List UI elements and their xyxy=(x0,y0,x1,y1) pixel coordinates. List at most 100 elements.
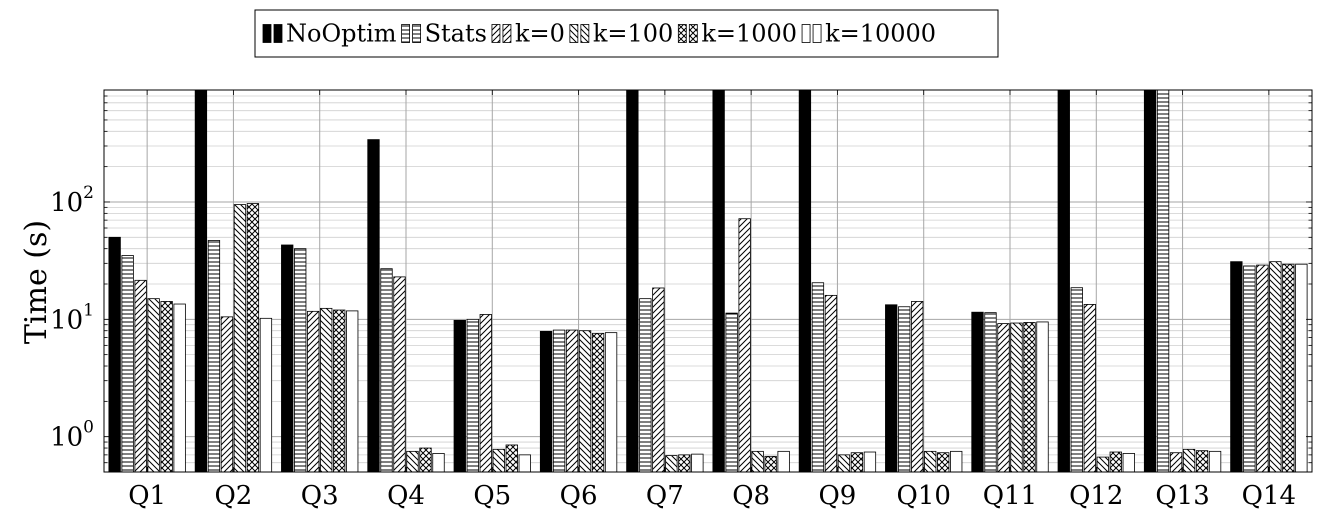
legend: NoOptim Stats k=0 k=100 k=1000 k=10000 xyxy=(254,9,999,58)
bar-NoOptim-Q2 xyxy=(194,89,208,473)
bar-k=1000-Q3 xyxy=(333,309,346,473)
legend-label-k=1000: k=1000 xyxy=(701,20,797,48)
legend-swatch-k=10000 xyxy=(801,24,811,43)
x-tick-label: Q12 xyxy=(1069,481,1123,511)
x-tick-label: Q11 xyxy=(983,481,1037,511)
bar-k=1000-Q6 xyxy=(591,332,605,473)
bar-k=100-Q7 xyxy=(665,455,678,473)
bar-Stats-Q2 xyxy=(207,240,221,473)
plot-frame xyxy=(103,89,1313,473)
bar-k=0-Q7 xyxy=(652,287,665,473)
bar-k=100-Q14 xyxy=(1269,261,1282,473)
bar-Stats-Q13 xyxy=(1156,89,1170,473)
bar-k=1000-Q12 xyxy=(1109,451,1122,473)
x-tick-label: Q13 xyxy=(1155,481,1209,511)
bar-k=10000-Q8 xyxy=(777,450,790,473)
bar-k=1000-Q9 xyxy=(850,452,864,473)
bar-k=0-Q1 xyxy=(134,279,147,473)
bar-NoOptim-Q8 xyxy=(712,89,725,473)
bar-k=0-Q14 xyxy=(1256,264,1269,473)
legend-label-k=100: k=100 xyxy=(593,20,673,48)
legend-swatch-NoOptim xyxy=(273,24,283,43)
legend-swatch-Stats xyxy=(401,24,410,43)
bar-k=0-Q13 xyxy=(1169,452,1183,473)
bar-k=1000-Q2 xyxy=(246,203,260,473)
bar-NoOptim-Q7 xyxy=(626,89,639,473)
bar-k=0-Q12 xyxy=(1083,304,1096,473)
bar-k=0-Q9 xyxy=(824,294,838,473)
x-tick-label: Q6 xyxy=(560,481,598,511)
bar-NoOptim-Q12 xyxy=(1057,89,1070,473)
bar-k=0-Q8 xyxy=(738,218,751,473)
bar-k=100-Q9 xyxy=(837,454,851,473)
x-tick-label: Q10 xyxy=(897,481,951,511)
bar-k=10000-Q14 xyxy=(1295,263,1308,473)
bar-k=100-Q11 xyxy=(1010,322,1023,473)
bar-Stats-Q1 xyxy=(121,255,134,473)
bar-k=10000-Q12 xyxy=(1122,453,1135,473)
legend-label-k=0: k=0 xyxy=(515,20,565,48)
bar-k=100-Q10 xyxy=(924,450,937,473)
bar-k=0-Q6 xyxy=(565,329,579,473)
bar-k=1000-Q11 xyxy=(1023,322,1036,473)
bar-Stats-Q5 xyxy=(466,318,479,473)
bar-k=0-Q11 xyxy=(997,323,1010,473)
bar-k=10000-Q10 xyxy=(950,450,963,473)
bar-Stats-Q6 xyxy=(552,329,566,473)
bar-k=10000-Q7 xyxy=(691,453,704,473)
bar-k=1000-Q5 xyxy=(505,444,518,473)
bar-k=1000-Q1 xyxy=(160,301,173,473)
legend-swatch-k=0 xyxy=(491,24,501,43)
bar-k=10000-Q9 xyxy=(863,451,877,473)
x-tick-label: Q5 xyxy=(473,481,511,511)
bar-k=1000-Q7 xyxy=(678,454,691,473)
bar-NoOptim-Q5 xyxy=(453,319,466,473)
bar-Stats-Q7 xyxy=(639,298,652,473)
bar-Stats-Q4 xyxy=(380,268,393,473)
bar-k=10000-Q4 xyxy=(432,453,445,473)
legend-swatch-k=0 xyxy=(502,24,512,43)
bar-k=0-Q10 xyxy=(911,301,924,473)
bar-k=1000-Q13 xyxy=(1195,450,1209,473)
bar-k=10000-Q5 xyxy=(518,454,531,473)
bar-k=100-Q6 xyxy=(578,330,592,473)
bar-NoOptim-Q4 xyxy=(367,139,380,473)
bar-k=100-Q12 xyxy=(1096,456,1109,473)
bar-k=100-Q5 xyxy=(492,448,505,473)
bar-Stats-Q3 xyxy=(294,248,307,473)
y-tick-label: 102 xyxy=(50,183,94,218)
bar-NoOptim-Q13 xyxy=(1143,89,1157,473)
x-tick-label: Q14 xyxy=(1242,481,1296,511)
y-axis-label: Time (s) xyxy=(19,220,54,344)
bar-Stats-Q10 xyxy=(898,306,911,473)
x-tick-label: Q3 xyxy=(301,481,339,511)
bar-NoOptim-Q1 xyxy=(108,236,121,473)
bar-NoOptim-Q9 xyxy=(798,89,812,473)
bar-k=10000-Q2 xyxy=(259,317,273,473)
axes: 100 101 102 Q1 Q2 Q3 Q4 Q5 Q6 Q7 Q8 Q9 Q10 Q11 Q12 Q13 Q… xyxy=(50,89,1313,511)
bar-Stats-Q14 xyxy=(1243,265,1256,473)
bar-k=100-Q4 xyxy=(406,450,419,473)
legend-label-NoOptim: NoOptim xyxy=(286,20,397,48)
legend-swatch-k=10000 xyxy=(812,24,822,43)
bar-NoOptim-Q6 xyxy=(539,330,553,473)
bar-k=10000-Q3 xyxy=(346,310,359,473)
y-tick-label: 101 xyxy=(50,300,94,335)
bar-Stats-Q9 xyxy=(811,282,825,473)
y-tick-label: 100 xyxy=(50,418,94,453)
bar-k=0-Q5 xyxy=(479,314,492,473)
legend-box xyxy=(254,9,999,58)
x-tick-label: Q9 xyxy=(818,481,856,511)
bar-k=10000-Q6 xyxy=(604,332,618,473)
bar-k=1000-Q4 xyxy=(419,447,432,473)
legend-swatch-k=1000 xyxy=(677,24,687,43)
legend-swatch-NoOptim xyxy=(262,24,272,43)
bar-NoOptim-Q10 xyxy=(885,304,898,473)
bars xyxy=(108,89,1308,473)
bar-Stats-Q8 xyxy=(725,312,738,473)
bar-k=100-Q2 xyxy=(233,204,247,473)
legend-swatch-k=100 xyxy=(569,24,579,43)
bar-k=0-Q4 xyxy=(393,276,406,473)
bar-NoOptim-Q11 xyxy=(971,311,984,473)
legend-swatch-k=1000 xyxy=(688,24,698,43)
